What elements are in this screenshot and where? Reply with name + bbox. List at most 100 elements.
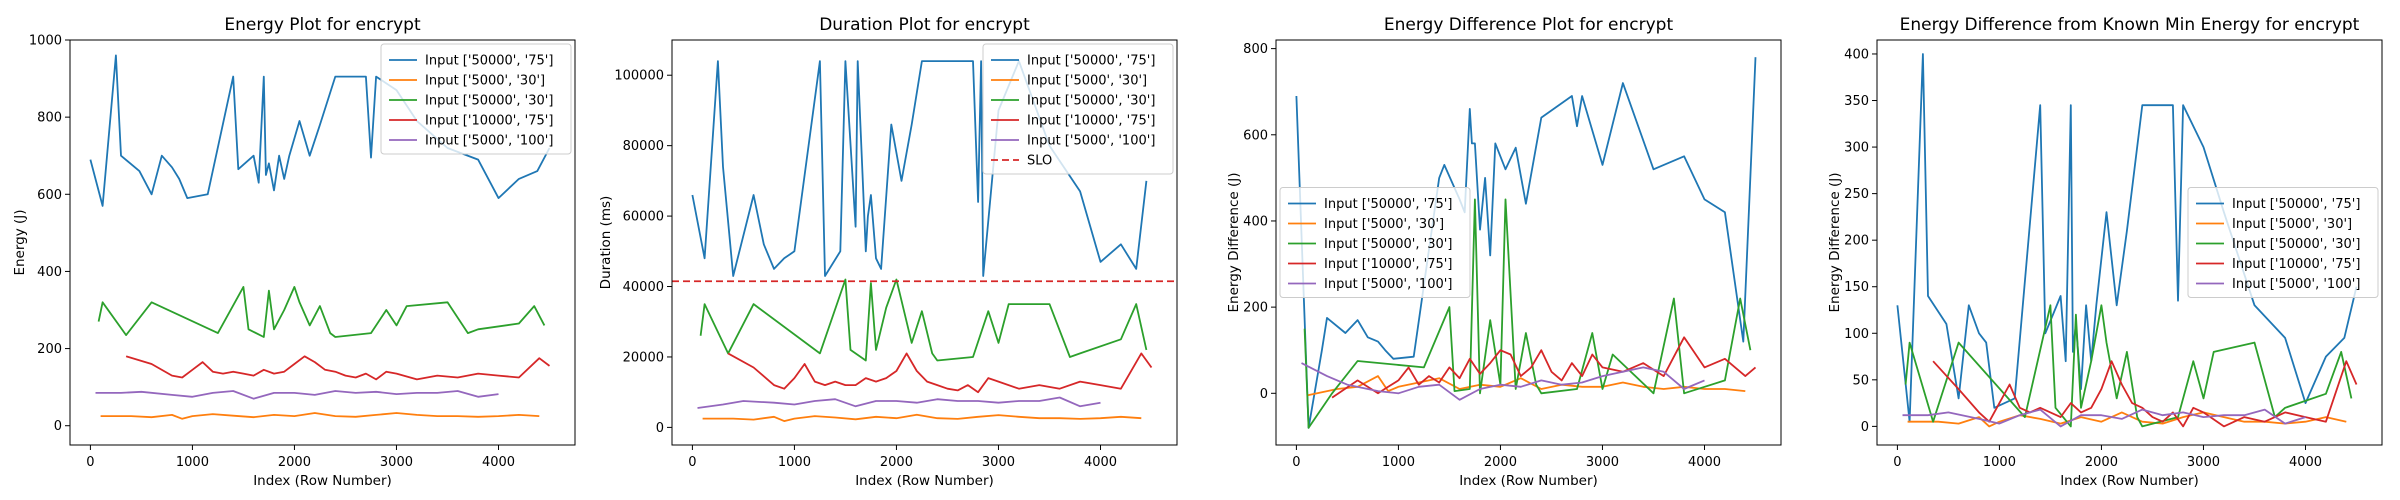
series-line-5 [1902, 408, 2306, 428]
legend-label: Input ['10000', '75'] [2232, 257, 2360, 272]
chart-4: Energy Difference from Known Min Energy … [1827, 15, 2383, 489]
legend: Input ['50000', '75'] Input ['5000', '30'… [982, 43, 1174, 175]
legend-label: Input ['50000', '75'] [2232, 197, 2360, 212]
y-axis-label: Duration (ms) [598, 196, 614, 290]
y-tick-label: 400 [37, 265, 62, 280]
x-tick-label: 0 [86, 455, 94, 470]
series-line-3 [699, 278, 1148, 362]
y-tick-label: 350 [1844, 94, 1869, 109]
y-tick-label: 150 [1844, 280, 1869, 295]
y-axis-label: Energy (J) [12, 209, 28, 275]
chart-title: Energy Difference from Known Min Energy … [1900, 15, 2360, 35]
x-tick-label: 2000 [880, 455, 913, 470]
chart-2: Duration Plot for encrypt 0 1000 2000 3000 40… [598, 15, 1178, 489]
series-line-2 [1907, 411, 2347, 428]
legend-label: Input ['10000', '75'] [1027, 114, 1155, 129]
x-tick-label: 3000 [982, 455, 1015, 470]
legend-label: Input ['10000', '75'] [1324, 257, 1452, 272]
series-line-5 [697, 396, 1101, 409]
y-tick-label: 50 [1852, 373, 1869, 388]
legend-label: Input ['50000', '30'] [1027, 94, 1155, 109]
series-line-3 [97, 285, 546, 338]
x-tick-label: 0 [688, 455, 696, 470]
x-tick-label: 0 [1893, 455, 1901, 470]
y-tick-label: 20000 [623, 350, 664, 365]
legend-label: Input ['50000', '30'] [2232, 237, 2360, 252]
y-tick-label: 400 [1243, 214, 1268, 229]
legend-box [2187, 187, 2379, 298]
axes-frame [1275, 39, 1782, 446]
x-axis-label: Index (Row Number) [1459, 473, 1598, 489]
legend-label: Input ['50000', '30'] [425, 94, 553, 109]
legend-label: Input ['5000', '100'] [1027, 134, 1155, 149]
x-tick-label: 1000 [1983, 455, 2016, 470]
y-tick-label: 80000 [623, 139, 664, 154]
y-tick-label: 0 [1861, 420, 1869, 435]
x-tick-label: 4000 [482, 455, 515, 470]
x-axis-label: Index (Row Number) [2060, 473, 2199, 489]
legend: Input ['50000', '75'] Input ['5000', '30'… [380, 43, 572, 155]
legend-label: Input ['5000', '30'] [1027, 74, 1147, 89]
series-line-5 [1301, 362, 1705, 401]
legend-label: Input ['50000', '75'] [1027, 54, 1155, 69]
series-line-2 [702, 413, 1142, 423]
y-axis-label: Energy Difference (J) [1827, 173, 1843, 313]
x-tick-label: 4000 [1084, 455, 1117, 470]
x-tick-label: 3000 [1586, 455, 1619, 470]
legend-label: SLO [1027, 154, 1052, 169]
y-tick-label: 600 [1243, 128, 1268, 143]
x-tick-label: 4000 [1688, 455, 1721, 470]
y-tick-label: 600 [37, 188, 62, 203]
legend-label: Input ['5000', '30'] [1324, 217, 1444, 232]
x-tick-label: 1000 [1382, 455, 1415, 470]
x-tick-label: 2000 [2085, 455, 2118, 470]
legend-label: Input ['5000', '100'] [2232, 277, 2360, 292]
y-tick-label: 800 [1243, 42, 1268, 57]
legend-box [982, 43, 1174, 175]
series-line-3 [1303, 198, 1752, 429]
x-axis-label: Index (Row Number) [253, 473, 392, 489]
x-tick-label: 4000 [2289, 455, 2322, 470]
series-line-3 [1904, 304, 2353, 428]
y-tick-label: 0 [54, 419, 62, 434]
y-tick-label: 800 [37, 111, 62, 126]
series-line-4 [727, 352, 1153, 394]
axes-frame [69, 39, 576, 446]
y-axis-label: Energy Difference (J) [1226, 173, 1242, 313]
y-tick-label: 250 [1844, 187, 1869, 202]
legend-label: Input ['5000', '100'] [425, 134, 553, 149]
chart-title: Energy Difference Plot for encrypt [1384, 15, 1674, 35]
y-tick-label: 200 [37, 342, 62, 357]
legend-label: Input ['5000', '30'] [425, 74, 545, 89]
chart-title: Energy Plot for encrypt [224, 15, 421, 35]
chart-3: Energy Difference Plot for encrypt 0 1000 2… [1226, 15, 1782, 489]
y-tick-label: 100000 [614, 69, 664, 84]
series-line-4 [125, 355, 551, 381]
legend: Input ['50000', '75'] Input ['5000', '30'… [1279, 187, 1471, 298]
chart-title: Duration Plot for encrypt [819, 15, 1030, 35]
axes-frame [1876, 39, 2383, 446]
y-tick-label: 400 [1844, 47, 1869, 62]
x-tick-label: 1000 [778, 455, 811, 470]
x-tick-label: 2000 [1484, 455, 1517, 470]
x-tick-label: 3000 [380, 455, 413, 470]
y-tick-label: 1000 [29, 34, 62, 49]
legend-label: Input ['10000', '75'] [425, 114, 553, 129]
series-line-1 [1295, 57, 1757, 429]
x-tick-label: 3000 [2187, 455, 2220, 470]
y-tick-label: 0 [656, 421, 664, 436]
y-tick-label: 0 [1260, 387, 1268, 402]
series-line-4 [1932, 360, 2358, 428]
y-tick-label: 100 [1844, 327, 1869, 342]
legend-label: Input ['50000', '30'] [1324, 237, 1452, 252]
plot-area [1295, 57, 1757, 429]
legend-label: Input ['5000', '100'] [1324, 277, 1452, 292]
y-tick-label: 60000 [623, 210, 664, 225]
series-line-2 [100, 412, 540, 420]
legend-label: Input ['50000', '75'] [425, 54, 553, 69]
series-line-5 [95, 390, 499, 400]
axes-frame [671, 39, 1178, 446]
legend-label: Input ['5000', '30'] [2232, 217, 2352, 232]
